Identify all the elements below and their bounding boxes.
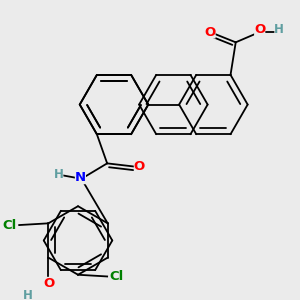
Text: N: N bbox=[75, 171, 86, 184]
Text: O: O bbox=[134, 160, 145, 173]
Text: H: H bbox=[23, 289, 33, 300]
Text: O: O bbox=[204, 26, 216, 38]
Text: Cl: Cl bbox=[2, 219, 17, 232]
Text: H: H bbox=[53, 168, 63, 181]
Text: O: O bbox=[44, 277, 55, 290]
Text: H: H bbox=[274, 23, 284, 37]
Text: Cl: Cl bbox=[110, 270, 124, 283]
Text: O: O bbox=[254, 23, 265, 37]
